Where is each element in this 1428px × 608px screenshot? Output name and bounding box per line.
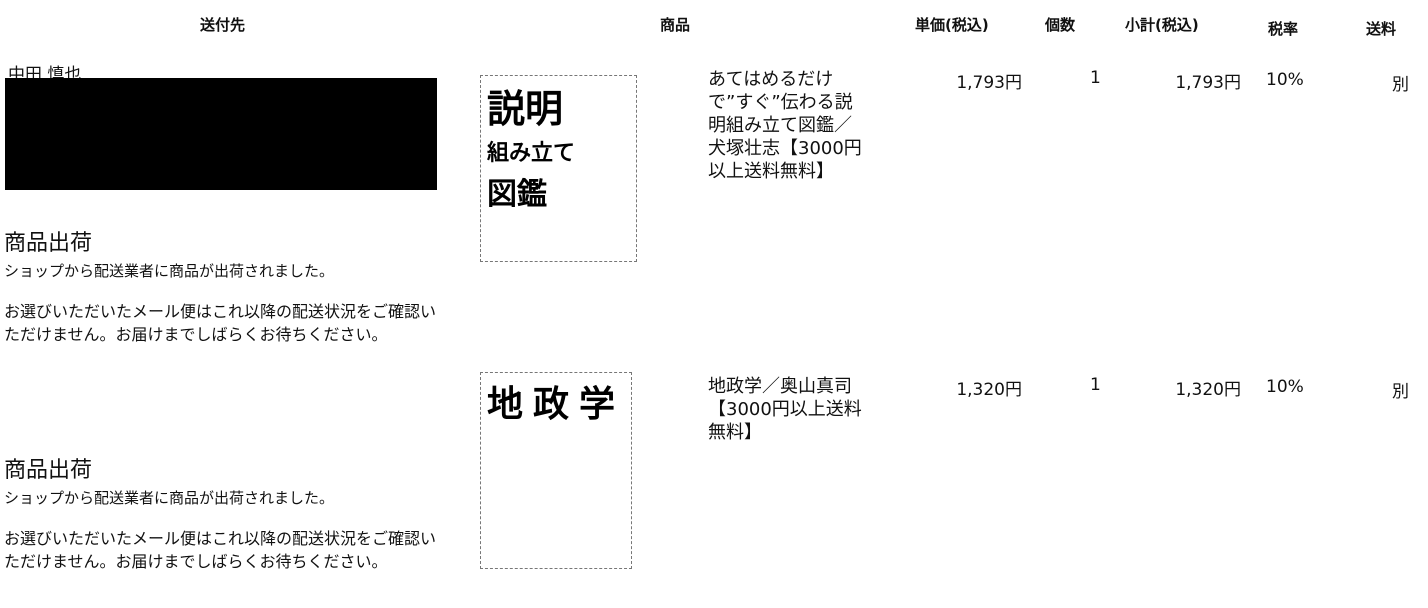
shipment-note: お選びいただいたメール便はこれ以降の配送状況をご確認いただけません。お届けまでし… [4, 302, 437, 344]
shipping-fee: 別 [1392, 75, 1409, 95]
shipment-note: お選びいただいたメール便はこれ以降の配送状況をご確認いただけません。お届けまでし… [4, 529, 437, 571]
quantity: 1 [1090, 68, 1101, 88]
tax-rate: 10% [1266, 377, 1304, 397]
shipping-fee: 別 [1392, 382, 1409, 402]
column-header: 単価(税込) [915, 16, 989, 34]
shipment-message: ショップから配送業者に商品が出荷されました。 [4, 262, 335, 280]
cover-title: 説明 [487, 86, 564, 131]
redacted-address [5, 78, 437, 190]
item-name: 地政学／奥山真司【3000円以上送料無料】 [708, 376, 862, 443]
subtotal: 1,793円 [1175, 73, 1241, 93]
shipment-status: 商品出荷 [4, 458, 93, 483]
unit-price: 1,793円 [956, 73, 1022, 93]
quantity: 1 [1090, 375, 1101, 395]
shipment-message: ショップから配送業者に商品が出荷されました。 [4, 489, 335, 507]
book-cover: 説明 組み立て 図鑑 [480, 75, 637, 262]
item-name: あてはめるだけで”すぐ”伝わる説明組み立て図鑑／犬塚壮志【3000円以上送料無料… [708, 69, 862, 182]
column-header: 税率 [1268, 20, 1299, 38]
column-header: 個数 [1045, 16, 1076, 34]
column-header: 送料 [1366, 20, 1397, 38]
subtotal: 1,320円 [1175, 380, 1241, 400]
column-header: 商品 [660, 16, 691, 34]
unit-price: 1,320円 [956, 380, 1022, 400]
book-cover: 地政学 [480, 372, 632, 569]
column-header: 小計(税込) [1125, 16, 1199, 34]
cover-title: 図鑑 [487, 177, 547, 212]
column-header: 送付先 [200, 16, 246, 34]
tax-rate: 10% [1266, 70, 1304, 90]
cover-title: 組み立て [487, 140, 576, 166]
cover-title: 地政学 [487, 383, 626, 425]
shipment-status: 商品出荷 [4, 231, 93, 256]
